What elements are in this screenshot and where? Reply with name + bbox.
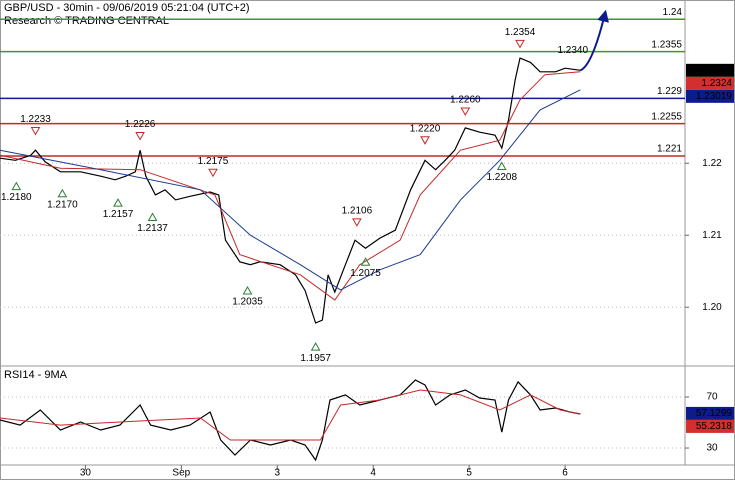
x-tick-label: 6 <box>562 468 568 479</box>
level-label: 1.2255 <box>651 111 682 122</box>
annotation-label: 1.2106 <box>342 206 373 217</box>
annotation-label: 1.2157 <box>103 209 134 220</box>
high-marker <box>420 136 430 145</box>
price-tag <box>686 76 734 90</box>
annotation-label: 1.2180 <box>1 192 32 203</box>
annotation-label: 1.2233 <box>20 114 51 125</box>
chart-subtitle: Research © TRADING CENTRAL <box>4 15 169 27</box>
series-line <box>0 379 581 462</box>
annotation-label: 1.2220 <box>410 123 441 134</box>
series-line <box>0 71 581 301</box>
annotation-label: 1.2137 <box>137 223 168 234</box>
y-tick-label: 70 <box>706 392 718 403</box>
annotation-label: 1.2170 <box>47 199 78 210</box>
level-label: 1.24 <box>663 7 683 18</box>
forecast-arrow <box>579 9 609 72</box>
level-label: 1.229 <box>657 86 682 97</box>
high-marker <box>135 131 145 141</box>
high-marker <box>460 107 471 117</box>
annotation-label: 1.2208 <box>486 172 517 183</box>
series-line <box>0 389 581 441</box>
rsi-title: RSI14 - 9MA <box>4 369 68 381</box>
price-tag-label: 1.2329 <box>701 65 732 76</box>
y-tick-label: 30 <box>706 443 718 454</box>
low-marker <box>57 188 68 198</box>
low-marker <box>360 257 371 266</box>
price-tag <box>686 63 734 77</box>
x-tick-label: 4 <box>370 468 376 479</box>
annotation-label: 1.2075 <box>350 268 381 279</box>
low-marker <box>496 161 507 170</box>
annotation-label: 1.1957 <box>300 353 331 364</box>
price-tag-label: 57.1299 <box>696 408 733 419</box>
level-label: 1.221 <box>657 144 682 155</box>
annotation-label: 1.2175 <box>198 156 229 167</box>
x-tick-label: 3 <box>274 468 280 479</box>
y-tick-label: 1.20 <box>702 302 722 313</box>
high-marker <box>352 218 362 227</box>
annotation-label: 1.2354 <box>505 27 536 38</box>
annotation-label: 1.2035 <box>232 297 263 308</box>
x-tick-label: 30 <box>80 468 92 479</box>
annotation-label: 1.2340 <box>557 45 588 56</box>
low-marker <box>113 198 123 207</box>
y-tick-label: 1.22 <box>702 158 722 169</box>
series-line <box>0 89 581 291</box>
annotation-label: 1.2226 <box>125 119 156 130</box>
price-tag <box>686 406 734 420</box>
series-line <box>0 57 581 324</box>
x-tick-label: Sep <box>172 468 190 479</box>
level-label: 1.2355 <box>651 39 682 50</box>
low-marker <box>242 285 253 295</box>
low-marker <box>147 212 158 222</box>
price-tag-label: 1.23019 <box>696 91 733 102</box>
chart-title: GBP/USD - 30min - 09/06/2019 05:21:04 (U… <box>4 2 249 14</box>
price-tag-label: 1.2324 <box>701 78 732 89</box>
low-marker <box>310 342 321 351</box>
price-tag-label: 55.2318 <box>696 421 733 432</box>
annotation-label: 1.2260 <box>450 95 481 106</box>
x-tick-label: 5 <box>466 468 472 479</box>
high-marker <box>515 39 525 49</box>
low-marker <box>11 181 22 191</box>
price-tag <box>686 89 734 103</box>
y-tick-label: 1.21 <box>702 230 722 241</box>
price-tag <box>686 419 734 433</box>
high-marker <box>30 126 41 136</box>
high-marker <box>208 168 218 178</box>
